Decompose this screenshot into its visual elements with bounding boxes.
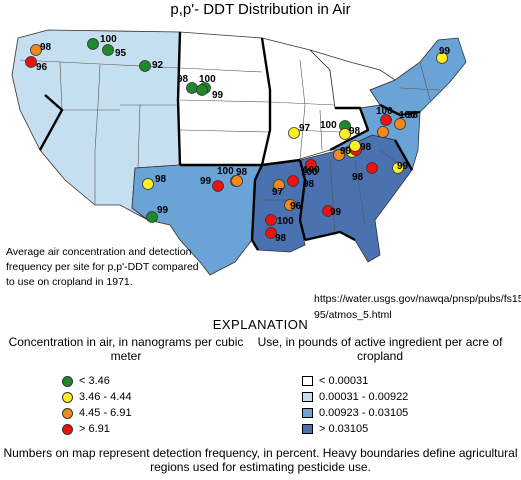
region-great-lakes <box>309 49 396 109</box>
site-detection-label: 98 <box>155 174 167 185</box>
site-detection-label: 97 <box>299 123 311 134</box>
site-detection-label: 99 <box>157 205 169 216</box>
site-marker <box>146 211 158 223</box>
concentration-legend-label: 3.46 - 4.44 <box>79 391 132 403</box>
site-detection-label: 99 <box>330 207 342 218</box>
use-legend-label: 0.00923 - 0.03105 <box>319 407 409 419</box>
medium-blue-swatch-icon <box>302 408 313 418</box>
region-great-plains <box>177 31 271 166</box>
site-marker <box>284 199 296 211</box>
site-marker <box>366 162 378 174</box>
yellow-dot-icon <box>62 391 73 403</box>
concentration-legend-item: 4.45 - 6.91 <box>62 405 132 421</box>
site-marker <box>273 179 285 191</box>
site-marker <box>305 159 317 171</box>
site-marker <box>186 82 198 94</box>
site-detection-label: 100 <box>320 120 337 131</box>
site-detection-label: 99 <box>212 90 224 101</box>
site-detection-label: 100 <box>199 74 216 85</box>
site-detection-label: 98 <box>349 126 361 137</box>
site-detection-label: 98 <box>177 74 189 85</box>
site-marker <box>392 162 404 174</box>
explanation-heading: EXPLANATION <box>212 317 309 332</box>
use-legend-item: > 0.03105 <box>302 421 368 437</box>
concentration-legend-label: < 3.46 <box>79 375 110 387</box>
concentration-legend-label: > 6.91 <box>79 423 110 435</box>
concentration-legend-item: > 6.91 <box>62 421 110 437</box>
site-marker <box>196 84 208 96</box>
use-legend-label: < 0.00031 <box>319 375 369 387</box>
site-detection-label: 98 <box>407 110 419 121</box>
site-detection-label: 98 <box>275 233 287 244</box>
use-legend-item: < 0.00031 <box>302 373 368 389</box>
site-marker <box>87 38 99 50</box>
use-legend-item: 0.00923 - 0.03105 <box>302 405 408 421</box>
site-marker <box>212 180 224 192</box>
orange-dot-icon <box>62 407 73 419</box>
concentration-legend-title: Concentration in air, in nanograms per c… <box>8 335 244 363</box>
use-legend-title: Use, in pounds of active ingredient per … <box>257 335 503 363</box>
light-blue-swatch-icon <box>302 392 313 402</box>
site-detection-label: 98 <box>236 167 248 178</box>
site-detection-label: 100 <box>399 110 416 121</box>
concentration-legend-item: 3.46 - 4.44 <box>62 389 132 405</box>
site-detection-label: 100 <box>100 34 117 45</box>
dark-blue-swatch-icon <box>302 424 313 434</box>
site-marker <box>377 126 389 138</box>
site-marker <box>265 214 277 226</box>
source-url[interactable]: https://water.usgs.gov/nawqa/pnsp/pubs/f… <box>314 293 521 321</box>
site-detection-label: 99 <box>340 146 352 157</box>
map-caption: Average air concentration and detection … <box>6 246 199 288</box>
site-marker <box>339 128 351 140</box>
site-detection-label: 100 <box>301 167 318 178</box>
site-marker <box>322 205 334 217</box>
site-detection-label: 99 <box>397 161 409 172</box>
concentration-legend-item: < 3.46 <box>62 373 110 389</box>
site-marker <box>394 118 406 130</box>
site-marker <box>231 175 243 187</box>
site-detection-label: 100 <box>217 166 234 177</box>
land-regions <box>11 29 467 276</box>
site-detection-label: 95 <box>115 48 127 59</box>
site-detection-label: 99 <box>439 46 451 57</box>
green-dot-icon <box>62 375 73 387</box>
use-legend-label: 0.00031 - 0.00922 <box>319 391 409 403</box>
site-marker <box>102 44 114 56</box>
site-marker <box>142 178 154 190</box>
site-marker <box>380 114 392 126</box>
site-detection-label: 96 <box>36 62 48 73</box>
site-detection-label: 98 <box>352 172 364 183</box>
site-detection-label: 100 <box>303 165 320 176</box>
site-marker <box>25 56 37 68</box>
agricultural-region-boundaries <box>38 31 421 251</box>
sampling-sites: 9896100959298100999998971009810099100999… <box>25 34 451 244</box>
site-detection-label: 100 <box>376 106 393 117</box>
site-detection-label: 98 <box>303 179 315 190</box>
use-legend-label: > 0.03105 <box>319 423 369 435</box>
site-marker <box>333 149 345 161</box>
site-detection-label: 98 <box>360 142 372 153</box>
white-swatch-icon <box>302 376 313 386</box>
site-marker <box>288 127 300 139</box>
site-marker <box>30 44 42 56</box>
site-marker <box>287 175 299 187</box>
site-detection-label: 98 <box>40 42 52 53</box>
use-legend-item: 0.00031 - 0.00922 <box>302 389 408 405</box>
red-dot-icon <box>62 423 73 435</box>
site-detection-label: 99 <box>200 176 212 187</box>
site-marker <box>349 140 361 152</box>
site-marker <box>436 52 448 64</box>
map-title: p,p'- DDT Distribution in Air <box>170 1 351 18</box>
site-marker <box>265 227 277 239</box>
concentration-legend-label: 4.45 - 6.91 <box>79 407 132 419</box>
site-detection-label: 97 <box>272 187 284 198</box>
site-detection-label: 100 <box>277 216 294 227</box>
footnote: Numbers on map represent detection frequ… <box>3 446 518 474</box>
site-detection-label: 92 <box>152 60 164 71</box>
site-marker <box>139 60 151 72</box>
site-detection-label: 96 <box>290 201 302 212</box>
